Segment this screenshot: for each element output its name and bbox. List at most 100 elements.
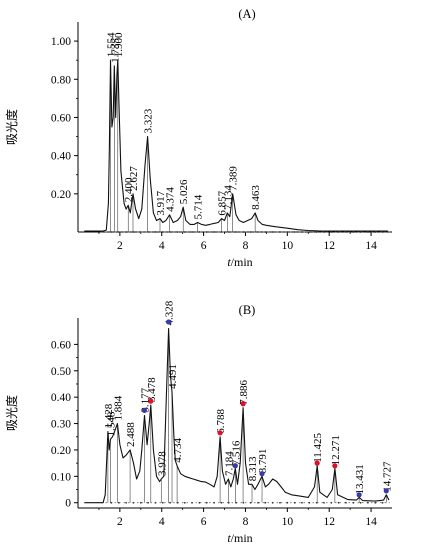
baseline-dot xyxy=(183,501,186,504)
baseline-dot xyxy=(249,231,252,233)
y-tick-label: 0.80 xyxy=(51,74,71,86)
baseline-dot xyxy=(249,501,252,504)
peak-label: 5.714 xyxy=(193,194,205,219)
y-tick-label: 0.20 xyxy=(51,445,71,457)
peak-marker xyxy=(141,407,148,413)
baseline-dot xyxy=(198,501,201,504)
peak-label: 3.177 xyxy=(140,387,152,412)
baseline-dot xyxy=(213,501,215,504)
x-axis-label-var: t xyxy=(227,531,231,545)
baseline-dot xyxy=(205,501,208,504)
baseline-dot xyxy=(220,501,223,504)
baseline-dot xyxy=(337,231,340,233)
baseline-dot xyxy=(264,501,267,504)
y-axis-label: 吸光度 xyxy=(4,395,19,431)
baseline-dot xyxy=(242,501,245,504)
baseline-dot xyxy=(198,231,201,233)
baseline-dot xyxy=(191,501,193,504)
baseline-dot xyxy=(337,501,340,504)
baseline-dot xyxy=(161,231,164,233)
baseline-dot xyxy=(176,501,179,504)
y-axis-label: 吸光度 xyxy=(4,109,19,145)
x-axis-label: t/min xyxy=(227,255,252,269)
baseline-dot xyxy=(374,501,377,504)
peak-label: 1.548 xyxy=(105,411,117,436)
baseline-dot xyxy=(147,501,150,504)
baseline-dot xyxy=(169,231,172,233)
x-axis-label-var: t xyxy=(227,255,231,269)
x-tick-label: 10 xyxy=(282,240,294,252)
baseline-dot xyxy=(293,501,296,504)
baseline-dot xyxy=(183,231,186,233)
x-tick-label: 8 xyxy=(243,240,249,252)
chromatogram-trace xyxy=(84,59,388,232)
y-tick-label: 1.00 xyxy=(51,36,71,48)
baseline-dot xyxy=(286,231,289,233)
baseline-dot xyxy=(227,501,230,504)
baseline-dot xyxy=(139,501,142,504)
baseline-dot xyxy=(271,501,274,504)
baseline-dot xyxy=(257,501,259,504)
peak-label: 5.026 xyxy=(178,179,190,204)
baseline-dot xyxy=(330,231,333,233)
peak-marker xyxy=(240,401,246,407)
baseline-dot xyxy=(279,501,281,504)
baseline-dot xyxy=(367,501,369,504)
baseline-dot xyxy=(176,231,179,233)
peak-label: 1.735 xyxy=(109,38,121,63)
peak-label: 1.900 xyxy=(113,32,125,57)
y-tick-label: 0.50 xyxy=(51,366,71,378)
x-axis-label: t/min xyxy=(227,531,252,545)
peak-label: 3.917 xyxy=(155,190,167,215)
peak-label: 4.328 xyxy=(164,300,176,325)
y-tick-label: 0 xyxy=(65,498,71,510)
baseline-dot xyxy=(359,231,362,233)
baseline-dot xyxy=(345,501,347,504)
peak-label: 12.271 xyxy=(330,435,342,465)
baseline-dot xyxy=(220,231,223,233)
peak-label: 2.627 xyxy=(128,166,140,191)
x-tick-label: 8 xyxy=(243,516,249,528)
baseline-dot xyxy=(110,501,113,504)
peak-label: 2.400 xyxy=(123,177,135,202)
baseline-dot xyxy=(235,231,237,233)
baseline-dot xyxy=(352,231,355,233)
baseline-dot xyxy=(154,501,157,504)
x-tick-label: 10 xyxy=(282,516,294,528)
baseline-dot xyxy=(132,501,135,504)
y-tick-label: 0.30 xyxy=(51,419,71,431)
x-tick-label: 2 xyxy=(117,240,123,252)
x-tick-label: 12 xyxy=(323,240,335,252)
peak-label: 14.727 xyxy=(381,461,393,492)
peak-label: 6.788 xyxy=(215,409,227,434)
peak-label: 7.516 xyxy=(230,440,242,465)
baseline-dot xyxy=(315,231,318,233)
peak-label: 3.323 xyxy=(143,108,155,133)
peak-label: 2.488 xyxy=(125,422,137,447)
panel-title: (B) xyxy=(239,303,256,317)
baseline-dot xyxy=(308,501,311,504)
panel-title: (A) xyxy=(238,7,255,21)
peak-marker xyxy=(148,398,154,404)
peak-label: 13.431 xyxy=(354,464,366,494)
y-tick-label: 0.60 xyxy=(51,112,71,124)
x-tick-label: 12 xyxy=(323,516,335,528)
baseline-dot xyxy=(367,231,369,233)
baseline-dot xyxy=(242,231,245,233)
x-tick-label: 4 xyxy=(159,240,165,252)
peak-label: 4.491 xyxy=(167,364,179,389)
chart-panel-a: (A) 0.20 0.40 0.60 0.80 1.00 2 4 6 8 10 12 14 t/min 吸光… xyxy=(4,7,392,269)
peak-marker xyxy=(332,463,338,469)
baseline-dot xyxy=(125,231,128,233)
baseline-dot xyxy=(330,501,333,504)
baseline-dot xyxy=(139,231,142,233)
chart-panel-b: (B) 0 0.10 0.20 0.30 0.40 0.50 0.60 2 4 6 8 10 12 14 t/… xyxy=(4,300,393,545)
baseline-dot xyxy=(257,231,259,233)
baseline-dot xyxy=(154,231,157,233)
baseline-dot xyxy=(271,231,274,233)
peak-marker xyxy=(165,319,172,325)
peak-label: 4.374 xyxy=(165,187,177,212)
baseline-dot xyxy=(308,231,311,233)
baseline-dot xyxy=(169,501,172,504)
